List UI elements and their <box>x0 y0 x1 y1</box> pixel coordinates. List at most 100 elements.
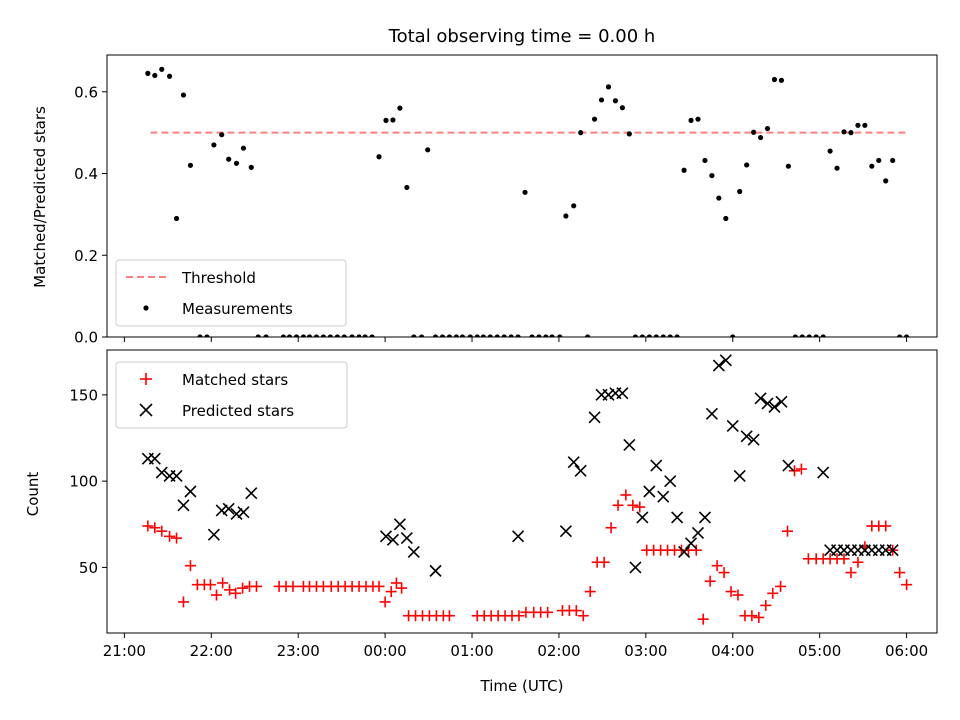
matched-star-marker <box>732 589 744 601</box>
predicted-star-marker <box>754 392 767 405</box>
predicted-star-marker <box>184 485 197 498</box>
predicted-star-marker <box>629 561 642 574</box>
matched-star-marker <box>697 613 709 625</box>
top-data-layer <box>145 66 910 337</box>
matched-star-marker <box>718 567 730 579</box>
predicted-star-marker <box>170 469 183 483</box>
measurement-point <box>890 157 896 164</box>
matched-star-marker <box>894 567 906 579</box>
matched-star-marker <box>725 586 737 598</box>
predicted-star-marker <box>379 530 393 543</box>
measurement-point <box>660 334 666 337</box>
matched-star-marker <box>373 580 385 592</box>
measurement-point <box>501 334 507 337</box>
measurement-point <box>723 215 729 222</box>
predicted-star-marker <box>747 433 760 446</box>
measurement-point <box>626 131 632 137</box>
measurement-point <box>612 98 619 104</box>
top-y-tick-label: 0.6 <box>74 83 98 101</box>
x-tick-label: 04:00 <box>711 642 754 660</box>
measurement-point <box>349 334 355 337</box>
measurement-point <box>480 334 486 337</box>
bottom-panel: 50 100 150 21:00 22:00 23:00 00:00 01:00 02:00 03… <box>69 349 938 660</box>
measurement-point <box>591 116 598 122</box>
matched-star-marker <box>782 525 794 537</box>
measurement-point <box>751 129 757 135</box>
measurement-point <box>313 334 320 337</box>
predicted-star-marker <box>559 525 572 538</box>
measurement-point <box>632 334 639 337</box>
measurement-point <box>467 334 473 337</box>
x-tick-label: 06:00 <box>885 642 928 660</box>
matched-star-marker <box>217 577 229 589</box>
predicted-star-marker <box>207 528 220 541</box>
measurement-point <box>855 122 861 128</box>
predicted-star-marker <box>400 532 413 545</box>
measurement-point <box>605 84 612 90</box>
measurement-point <box>695 116 701 122</box>
matched-star-marker <box>142 520 154 532</box>
measurement-point <box>571 203 577 209</box>
matched-star-marker <box>513 610 525 622</box>
matched-star-marker <box>204 579 216 591</box>
measurement-point <box>226 156 232 162</box>
measurement-point <box>883 178 889 184</box>
measurement-point <box>494 334 500 337</box>
matched-star-marker <box>250 580 262 592</box>
predicted-star-marker <box>775 395 788 408</box>
matched-star-marker <box>788 465 800 477</box>
measurement-point <box>166 73 173 79</box>
top-y-tick-label: 0.2 <box>74 247 98 265</box>
measurement-point <box>585 334 591 337</box>
measurement-point <box>764 125 771 132</box>
bottom-data-layer <box>141 354 913 625</box>
predicted-star-marker <box>671 511 684 524</box>
predicted-star-marker <box>245 487 258 500</box>
bottom-y-tick-label: 150 <box>69 386 98 404</box>
predicted-star-marker <box>602 388 615 401</box>
matched-star-marker <box>542 606 554 618</box>
predicted-star-marker <box>407 545 420 558</box>
measurement-point <box>702 157 708 164</box>
measurement-point <box>425 147 431 153</box>
measurement-point <box>792 334 798 337</box>
measurement-point <box>211 142 217 148</box>
measurement-point <box>806 334 812 337</box>
measurement-point <box>453 334 459 337</box>
measurement-point <box>869 163 875 169</box>
measurement-point <box>362 334 368 337</box>
predicted-star-marker <box>698 511 712 524</box>
measurement-point <box>674 334 680 337</box>
matched-star-marker <box>620 489 632 501</box>
predicted-star-marker <box>623 438 636 451</box>
top-panel: 0.0 0.2 0.4 0.6 <box>74 54 938 347</box>
measurement-point <box>459 334 466 337</box>
matched-star-marker <box>880 520 892 532</box>
legend-predicted-label: Predicted stars <box>182 402 294 420</box>
matched-star-marker <box>767 587 779 599</box>
measurement-point <box>255 334 261 337</box>
measurement-point <box>404 184 410 191</box>
bottom-y-tick-label: 100 <box>69 473 98 491</box>
predicted-star-marker <box>740 430 753 443</box>
predicted-star-marker <box>643 485 656 498</box>
predicted-star-marker <box>574 464 587 477</box>
measurement-point <box>356 334 362 337</box>
measurement-point <box>820 334 826 337</box>
matched-star-marker <box>184 560 196 572</box>
measurement-point <box>446 334 453 337</box>
matched-star-marker <box>845 567 857 579</box>
matched-star-marker <box>753 611 765 623</box>
measurement-point <box>667 334 673 337</box>
measurement-point <box>730 334 736 337</box>
x-tick-label: 01:00 <box>450 642 493 660</box>
predicted-star-marker <box>726 419 739 432</box>
matched-star-marker <box>164 530 176 542</box>
measurement-point <box>474 334 480 337</box>
measurement-point <box>771 76 778 83</box>
matched-star-marker <box>634 501 646 513</box>
matched-star-marker <box>690 544 702 556</box>
measurement-point <box>320 334 327 337</box>
measurement-point <box>263 334 269 337</box>
matched-star-marker <box>598 556 610 568</box>
